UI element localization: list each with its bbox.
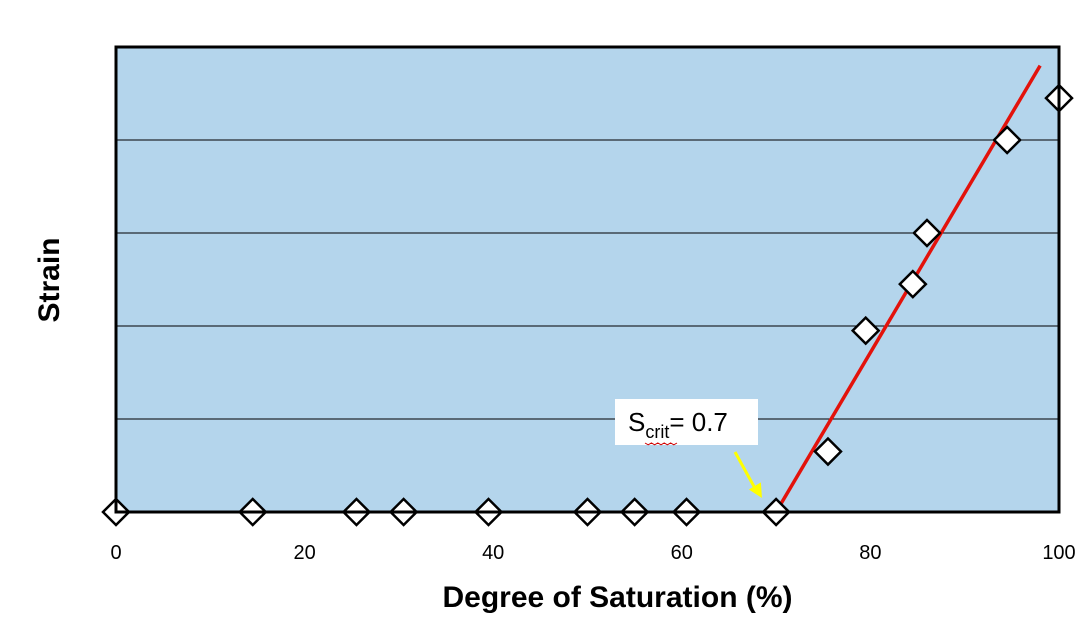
y-axis-title: Strain (33, 237, 66, 322)
annotation-arrowhead (748, 482, 762, 499)
annotation-label: Scrit= 0.7 (628, 407, 728, 442)
x-tick-label-0: 0 (110, 542, 121, 564)
x-tick-label-20: 20 (293, 542, 315, 564)
plot-area (116, 47, 1059, 512)
x-tick-label-80: 80 (859, 542, 881, 564)
data-point-13 (992, 125, 1022, 155)
x-tick-label-40: 40 (482, 542, 504, 564)
annotation-box (615, 399, 758, 445)
plot-border (114, 45, 1061, 514)
data-point-9 (813, 436, 843, 467)
annotation-main: S (628, 407, 645, 437)
scrit-annotation: Scrit= 0.7 (615, 399, 762, 499)
annotation-arrow (733, 451, 758, 491)
annotation-tail: = 0.7 (669, 407, 728, 437)
x-axis-title: Degree of Saturation (%) (442, 581, 792, 614)
data-point-12 (912, 218, 942, 248)
grid-lines (116, 139, 1059, 420)
data-point-11 (898, 269, 928, 299)
spellcheck-squiggle (644, 442, 678, 446)
annotation-subscript: crit (645, 422, 669, 442)
data-point-10 (850, 315, 881, 346)
x-tick-label-60: 60 (671, 542, 693, 564)
x-tick-label-100: 100 (1042, 542, 1075, 564)
x-tick-labels: 0 20 40 60 80 100 (110, 542, 1075, 564)
